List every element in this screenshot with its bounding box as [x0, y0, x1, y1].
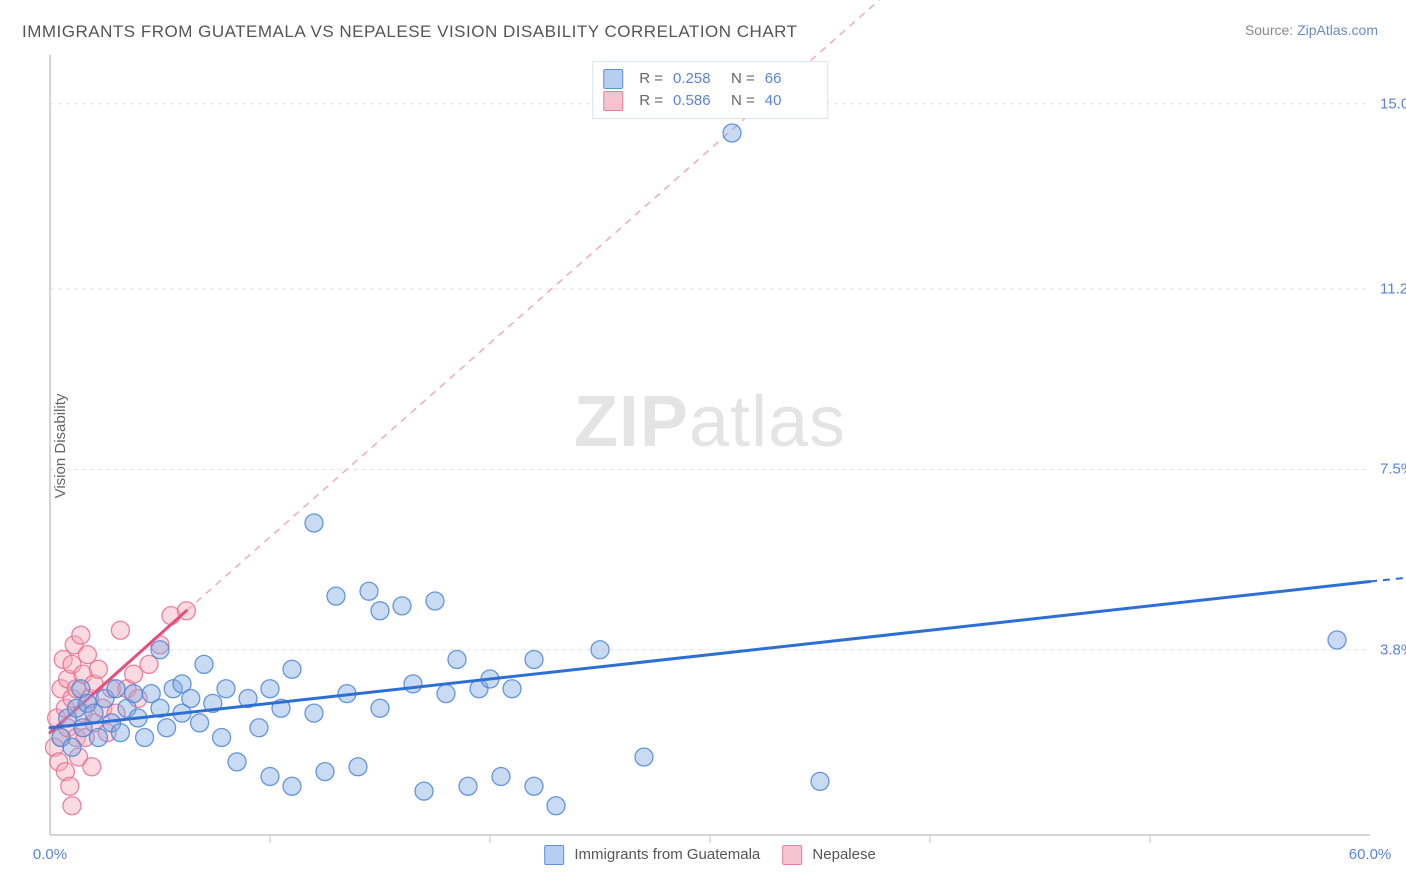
- x-tick-label: 0.0%: [33, 846, 67, 863]
- correlation-row-pink: R = 0.586 N = 40: [603, 90, 813, 112]
- y-tick-label: 7.5%: [1380, 461, 1406, 478]
- swatch-pink-icon: [782, 845, 802, 865]
- source-label: Source:: [1245, 22, 1297, 38]
- swatch-blue-icon: [603, 69, 623, 89]
- n-value-blue: 66: [765, 68, 813, 90]
- r-label: R =: [639, 68, 663, 90]
- n-value-pink: 40: [765, 90, 813, 112]
- legend-item-blue: Immigrants from Guatemala: [544, 845, 760, 865]
- legend-label-blue: Immigrants from Guatemala: [574, 846, 760, 863]
- scatter-chart-svg: [50, 55, 1370, 835]
- x-tick-label: 60.0%: [1349, 846, 1392, 863]
- r-value-blue: 0.258: [673, 68, 721, 90]
- series-legend: Immigrants from Guatemala Nepalese: [544, 845, 876, 865]
- chart-title: IMMIGRANTS FROM GUATEMALA VS NEPALESE VI…: [22, 22, 798, 42]
- n-label: N =: [731, 90, 755, 112]
- correlation-legend: R = 0.258 N = 66 R = 0.586 N = 40: [592, 61, 828, 119]
- legend-item-pink: Nepalese: [782, 845, 876, 865]
- legend-label-pink: Nepalese: [812, 846, 875, 863]
- swatch-blue-icon: [544, 845, 564, 865]
- swatch-pink-icon: [603, 91, 623, 111]
- r-value-pink: 0.586: [673, 90, 721, 112]
- source-value: ZipAtlas.com: [1297, 22, 1378, 38]
- r-label: R =: [639, 90, 663, 112]
- y-tick-label: 15.0%: [1380, 95, 1406, 112]
- y-tick-label: 3.8%: [1380, 641, 1406, 658]
- source-attribution: Source: ZipAtlas.com: [1245, 22, 1378, 38]
- correlation-row-blue: R = 0.258 N = 66: [603, 68, 813, 90]
- plot-area: ZIPatlas R = 0.258 N = 66 R = 0.586 N = …: [50, 55, 1370, 835]
- n-label: N =: [731, 68, 755, 90]
- y-tick-label: 11.2%: [1380, 281, 1406, 298]
